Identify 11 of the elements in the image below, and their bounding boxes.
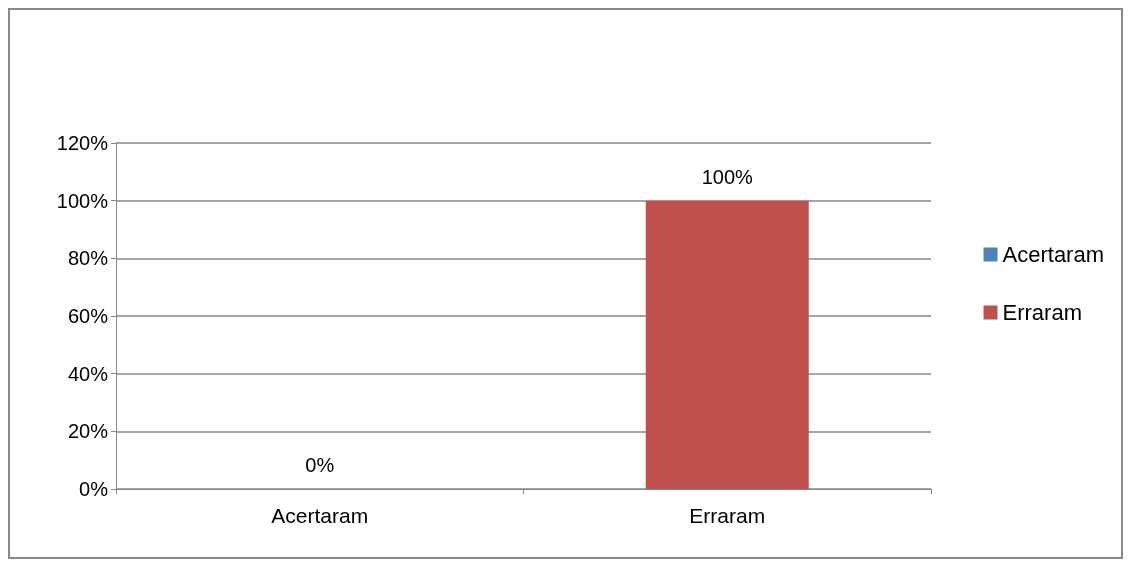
y-tick-label: 80% [67, 247, 109, 270]
legend-label: Erraram [1002, 300, 1082, 325]
legend-label: Acertaram [1002, 242, 1105, 267]
data-label: 100% [701, 165, 754, 188]
data-label: 0% [305, 454, 335, 476]
y-tick-label: 0% [79, 478, 109, 500]
y-tick-label: 40% [67, 362, 109, 385]
y-tick-label: 20% [67, 420, 109, 443]
y-tick-label: 60% [67, 305, 109, 327]
y-tick-label: 100% [56, 189, 109, 212]
y-tick-label: 120% [56, 132, 109, 154]
